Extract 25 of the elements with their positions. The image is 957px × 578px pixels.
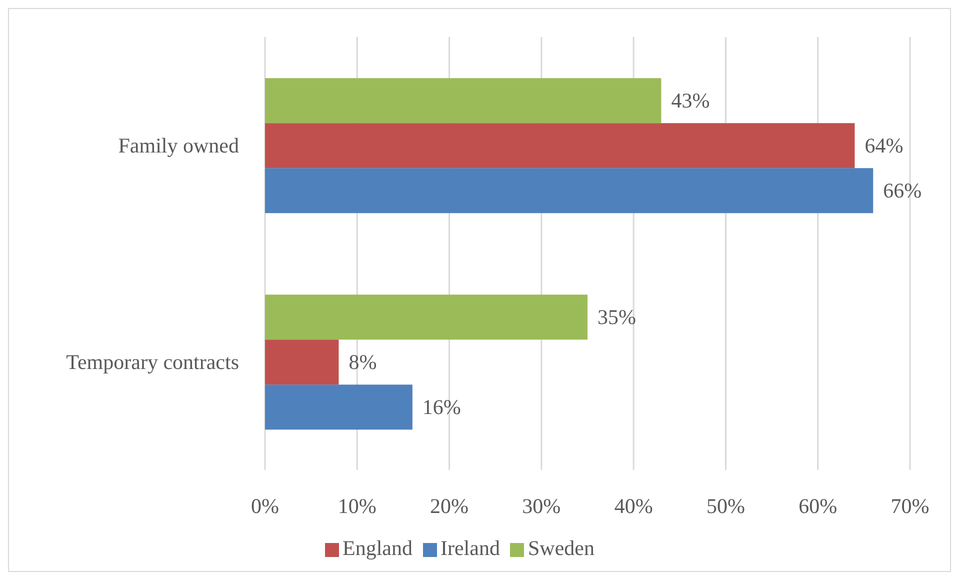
x-tick-label: 60% bbox=[798, 494, 838, 518]
bar bbox=[265, 340, 339, 385]
x-tick-label: 50% bbox=[706, 494, 745, 518]
data-label: 35% bbox=[598, 305, 636, 330]
data-label: 8% bbox=[348, 350, 377, 374]
bar bbox=[265, 384, 412, 430]
data-label: 16% bbox=[422, 395, 461, 420]
y-tick-label: Family owned bbox=[118, 134, 240, 158]
x-tick-label: 40% bbox=[614, 494, 653, 518]
bar bbox=[265, 294, 588, 340]
x-tick-label: 70% bbox=[890, 494, 930, 518]
data-label: 64% bbox=[864, 134, 904, 158]
y-tick-label: Temporary contracts bbox=[66, 350, 239, 374]
legend-label: England bbox=[342, 536, 412, 560]
legend-label: Ireland bbox=[440, 536, 500, 560]
x-tick-label: 20% bbox=[430, 494, 469, 518]
legend-label: Sweden bbox=[528, 536, 594, 560]
data-label: 66% bbox=[883, 178, 922, 203]
bar bbox=[265, 168, 874, 214]
x-tick-label: 30% bbox=[522, 494, 561, 518]
data-label: 43% bbox=[671, 88, 710, 113]
bar bbox=[265, 123, 855, 168]
x-tick-label: 10% bbox=[338, 494, 376, 518]
bar bbox=[265, 78, 662, 124]
x-tick-label: 0% bbox=[251, 494, 279, 518]
